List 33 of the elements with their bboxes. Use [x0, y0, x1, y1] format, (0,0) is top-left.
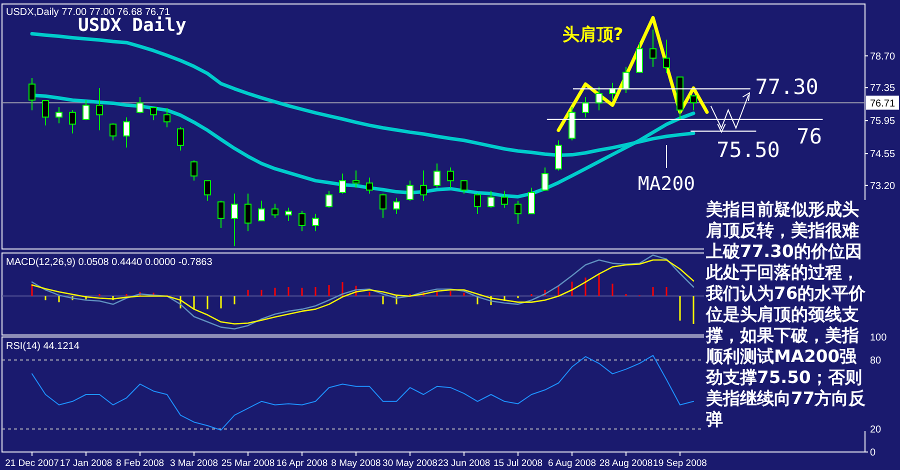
y-tick-label: 78.70: [870, 51, 896, 62]
chart-title: RSI(14) 44.1214: [6, 341, 80, 352]
y-tick-label: 80: [870, 356, 882, 366]
y-tick-label: 77.35: [870, 83, 896, 94]
x-tick-label: 28 Aug 2008: [599, 458, 653, 469]
x-tick-label: 8 Feb 2008: [116, 458, 164, 469]
y-tick-label: 100: [870, 332, 888, 344]
x-tick-label: 23 Jun 2008: [438, 458, 490, 469]
y-tick-label: 0: [870, 448, 876, 458]
y-tick-label: 20: [870, 424, 882, 436]
chart-title: MACD(12,26,9) 0.0508 0.4440 0.0000 -0.7863: [6, 257, 213, 268]
y-tick-label: 74.55: [870, 149, 896, 160]
annotation: MA200: [638, 173, 696, 195]
x-tick-label: 16 Apr 2008: [276, 458, 328, 469]
line-series: [32, 354, 694, 431]
x-tick-label: 6 Aug 2008: [548, 458, 596, 469]
text: USDX Daily: [78, 15, 187, 36]
ref-line-label: 76.71: [870, 98, 896, 110]
text: 美指目前疑似形成头肩顶反转，美指很难上破77.30的价位因此处于回落的过程，我们认为76的水平价位是头肩顶的颈线支撑，如果下破，美指顺利测试MA200强劲支撑75.50；否则美指继续向77方向反弹: [706, 200, 866, 430]
x-tick-label: 15 Jul 2008: [493, 458, 543, 469]
x-tick-label: 25 Mar 2008: [221, 458, 275, 469]
x-tick-label: 19 Sep 2008: [653, 458, 707, 469]
y-tick-label: 75.95: [870, 116, 896, 128]
ref-line-label: 77.30: [755, 74, 818, 99]
x-tick-label: 30 May 2008: [382, 458, 438, 469]
x-tick-label: 17 Jan 2008: [60, 458, 112, 469]
annotation: 头肩顶?: [562, 25, 624, 45]
legend-label: 75.50: [716, 138, 780, 162]
x-tick-label: 3 Mar 2008: [170, 458, 218, 469]
x-tick-label: 21 Dec 2007: [5, 458, 59, 469]
x-tick-label: 8 May 2008: [331, 458, 381, 469]
ref-line-label: 76: [796, 124, 822, 148]
y-tick-label: 73.20: [870, 180, 896, 192]
